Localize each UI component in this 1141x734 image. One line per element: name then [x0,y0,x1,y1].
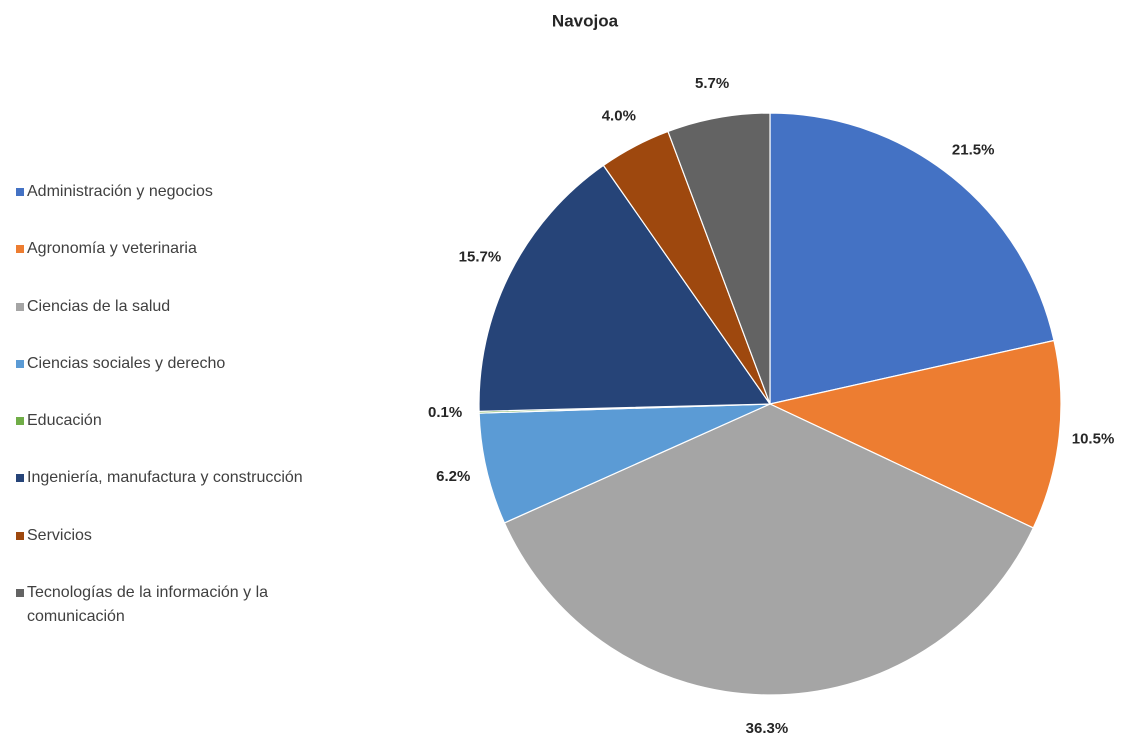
legend-item: Ingeniería, manufactura y construcción [12,466,342,523]
legend-item: Ciencias de la salud [12,295,342,352]
legend-label: Ciencias sociales y derecho [27,354,226,372]
legend-swatch [16,302,24,311]
legend-label: Servicios [27,526,92,544]
pie-slice [769,112,1055,405]
data-label: 6.2% [436,468,470,485]
data-label: 15.7% [459,248,502,265]
legend-label: Tecnologías de la información y la comun… [27,584,269,626]
legend-label: Ingeniería, manufactura y construcción [27,469,303,487]
legend-swatch [16,188,24,196]
legend-swatch [16,589,24,598]
legend-swatch [16,245,24,254]
legend: Administración y negocios Agronomía y vet… [12,180,342,638]
pie-slice [478,164,772,412]
chart-title: Navojoa [552,11,619,30]
legend-item: Agronomía y veterinaria [12,237,342,294]
data-label: 5.7% [695,75,729,92]
legend-item: Servicios [12,524,342,581]
data-label: 0.1% [428,404,462,421]
data-label: 4.0% [602,107,636,124]
pie-slice [503,403,1035,696]
legend-label: Agronomía y veterinaria [27,240,197,258]
legend-label: Educación [27,412,102,430]
legend-swatch [16,359,24,368]
legend-swatch [16,417,24,426]
legend-swatch [16,531,24,540]
data-label: 10.5% [1072,431,1115,448]
pie-slice [768,339,1062,529]
data-label: 36.3% [746,720,789,734]
legend-label: Ciencias de la salud [27,297,171,315]
legend-swatch [16,474,24,483]
legend-item: Tecnologías de la información y la comun… [12,581,342,638]
legend-label: Administración y negocios [27,183,213,200]
legend-item: Administración y negocios [12,180,342,237]
data-label: 21.5% [952,141,995,158]
pie-slice [667,112,771,405]
legend-item: Ciencias sociales y derecho [12,352,342,409]
legend-item: Educación [12,409,342,466]
